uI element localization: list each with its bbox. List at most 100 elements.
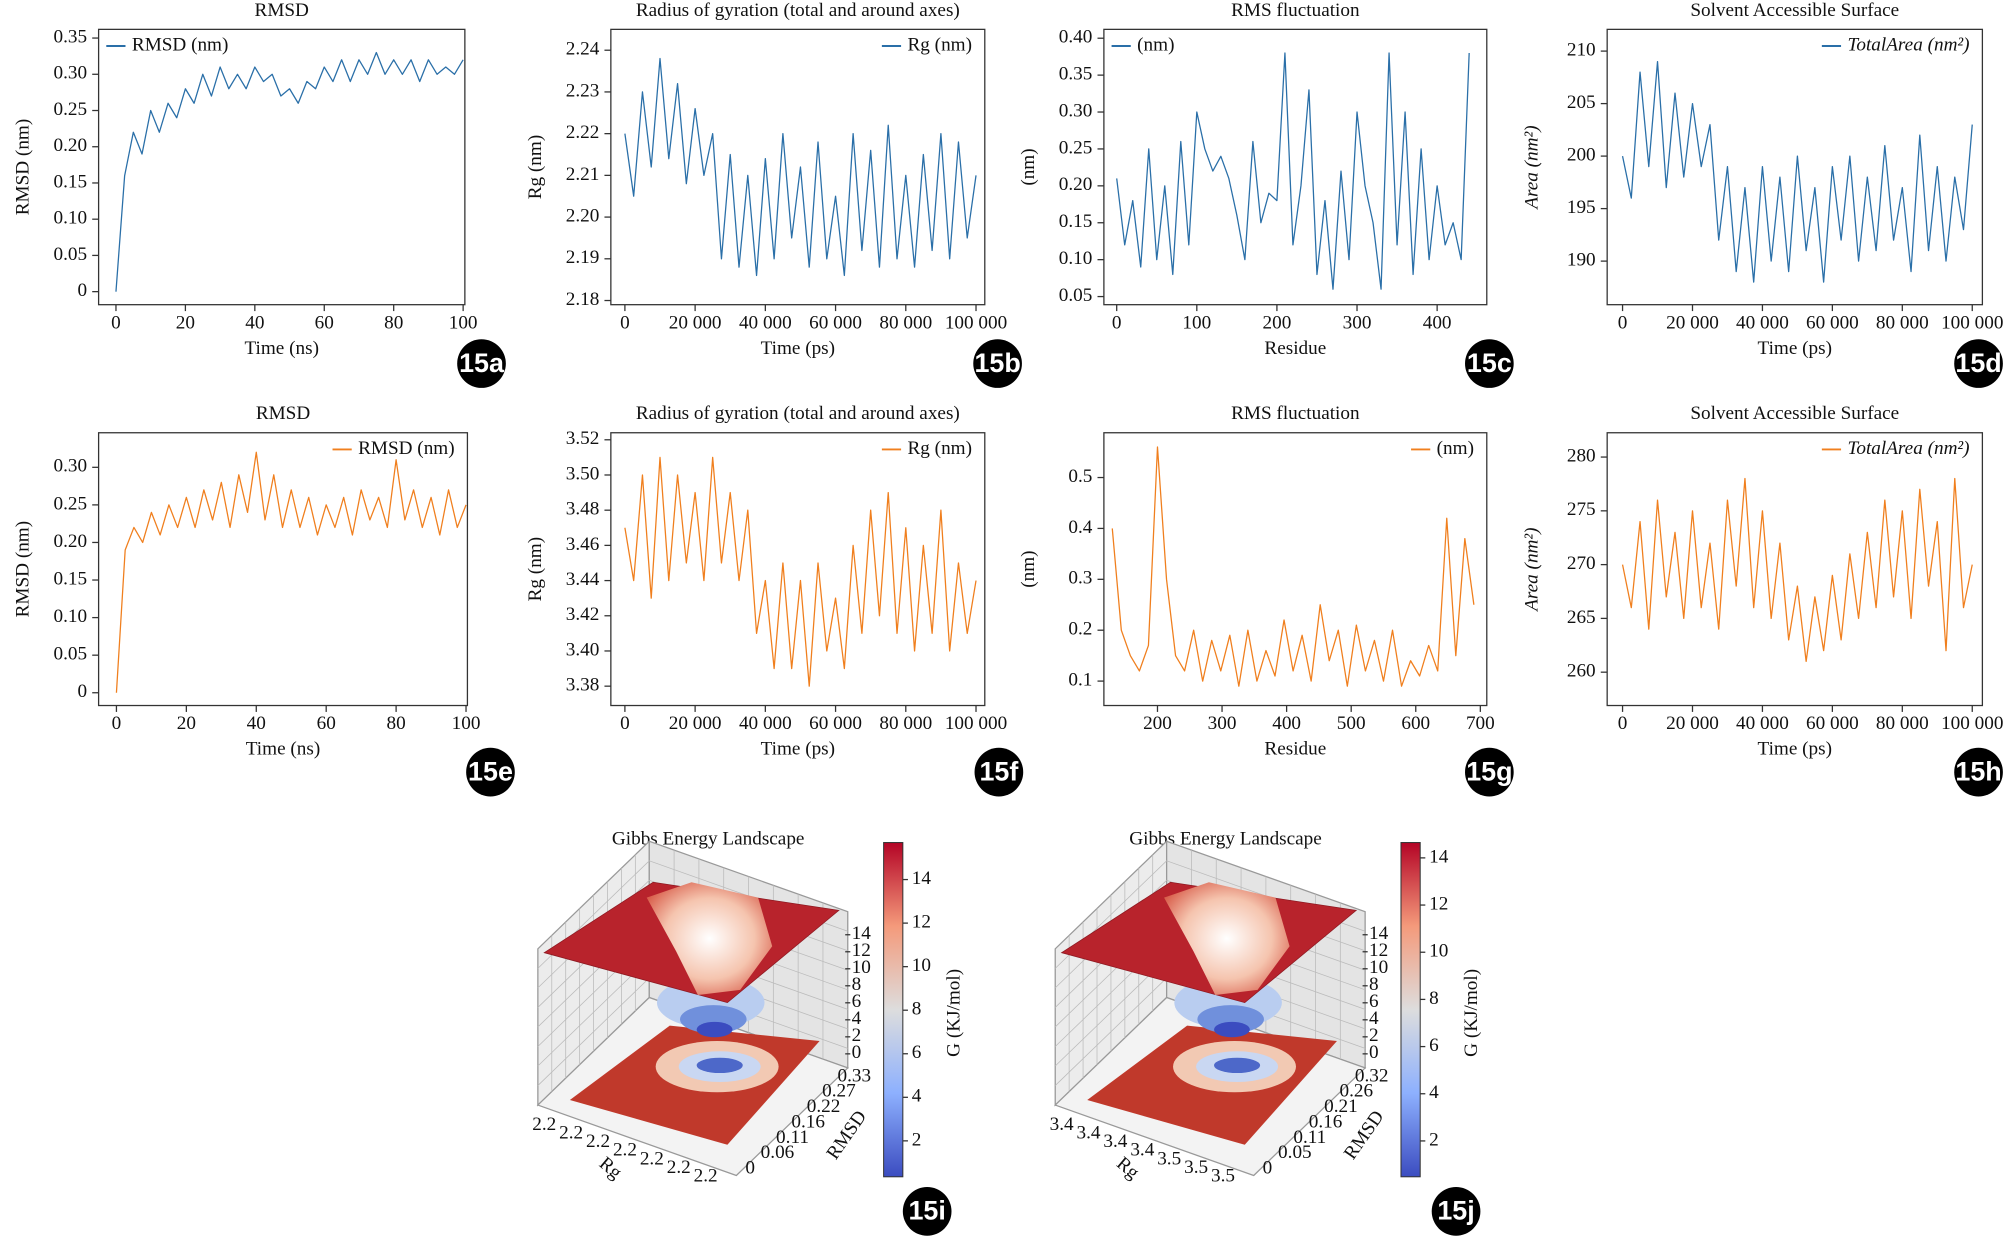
y-tick-label: 3.38 [566, 675, 600, 696]
surface-funnel [1214, 1021, 1250, 1038]
plot-frame [97, 28, 466, 306]
floor-contour [1214, 1057, 1261, 1074]
legend-label: TotalArea (nm²) [1847, 34, 1969, 55]
y-tick-label: 0.30 [1059, 100, 1093, 121]
x-tick-label: 100 000 [1941, 713, 2003, 734]
y-tick-label: 195 [1567, 197, 1596, 218]
z-tick-label: 14 [1369, 923, 1389, 944]
panel-label: 15f [979, 757, 1018, 787]
y-tick-label: 0.30 [54, 63, 88, 84]
y-tick-label: 2.20 [566, 205, 600, 226]
y-tick-label: 3.44 [566, 569, 600, 590]
z-tick-label: 12 [1369, 940, 1388, 961]
rg-tick-label: 3.4 [1130, 1140, 1154, 1161]
colorbar-tick-label: 8 [1429, 988, 1439, 1009]
rmsd-tick-label: 0.11 [1293, 1127, 1326, 1148]
x-tick-label: 60 000 [1806, 312, 1859, 333]
x-tick-label: 80 [384, 312, 403, 333]
surface-funnel-rim [646, 882, 773, 995]
panel-badge [1954, 339, 2003, 388]
plot-frame [1103, 432, 1488, 707]
y-tick-label: 0.4 [1068, 517, 1092, 538]
y-axis-label: (nm) [1018, 550, 1039, 587]
rmsd-tick-label: 0 [1263, 1158, 1273, 1179]
y-tick-label: 3.48 [566, 499, 600, 520]
panel-badge [1954, 747, 2003, 797]
panel-label: 15a [459, 348, 505, 378]
colorbar-tick-label: 12 [912, 912, 931, 933]
colorbar-tick-label: 4 [912, 1086, 922, 1107]
z-tick-label: 0 [852, 1042, 862, 1063]
y-tick-label: 3.42 [566, 604, 600, 625]
y-tick-label: 280 [1567, 445, 1596, 466]
z-tick-label: 2 [1369, 1025, 1379, 1046]
colorbar [883, 842, 904, 1178]
y-tick-label: 0.15 [54, 171, 88, 192]
plot-frame [97, 432, 469, 707]
colorbar-tick-label: 6 [912, 1042, 922, 1063]
x-tick-label: 60 000 [809, 312, 862, 333]
y-tick-label: 0.20 [54, 531, 88, 552]
x-tick-label: 0 [620, 312, 630, 333]
chart-title: RMS fluctuation [1231, 0, 1360, 21]
colorbar-label: G (KJ/mol) [1461, 969, 1482, 1057]
y-tick-label: 0.30 [54, 456, 88, 477]
data-line [1621, 60, 1973, 283]
y-axis-label: RMSD (nm) [13, 521, 34, 617]
z-tick-label: 8 [852, 974, 862, 995]
x-axis-label: Time (ps) [761, 739, 835, 760]
chart-title: RMSD [255, 0, 310, 21]
y-tick-label: 0.35 [1059, 64, 1093, 85]
panel-badge [973, 339, 1022, 388]
y-tick-label: 0.05 [54, 644, 88, 665]
x-tick-label: 40 000 [739, 312, 792, 333]
rmsd-tick-label: 0.16 [1309, 1111, 1343, 1132]
y-tick-label: 3.40 [566, 639, 600, 660]
x-tick-label: 400 [1272, 713, 1301, 734]
x-tick-label: 0 [1112, 312, 1122, 333]
x-tick-label: 300 [1343, 312, 1372, 333]
rg-tick-label: 3.5 [1184, 1157, 1208, 1178]
y-tick-label: 3.46 [566, 534, 600, 555]
y-tick-label: 270 [1567, 553, 1596, 574]
rmsd-tick-label: 0.05 [1278, 1142, 1312, 1163]
rmsd-tick-label: 0.21 [1324, 1096, 1358, 1117]
rg-tick-label: 3.5 [1211, 1165, 1235, 1186]
rmsd-tick-label: 0.33 [838, 1065, 872, 1086]
y-tick-label: 210 [1567, 40, 1596, 61]
y-tick-label: 0.10 [54, 208, 88, 229]
colorbar-tick-label: 8 [912, 999, 922, 1020]
x-tick-label: 100 000 [945, 713, 1007, 734]
y-tick-label: 0.10 [1059, 248, 1093, 269]
y-axis-label: RMSD (nm) [13, 119, 34, 215]
rg-tick-label: 3.4 [1050, 1114, 1074, 1135]
panel-label: 15h [1955, 757, 2001, 787]
legend-label: RMSD (nm) [132, 34, 228, 55]
chart-title: Radius of gyration (total and around axe… [636, 403, 960, 424]
plot-frame [1606, 28, 1984, 306]
panel-badge [1431, 1187, 1481, 1236]
x-tick-label: 20 000 [669, 312, 722, 333]
y-tick-label: 2.23 [566, 80, 600, 101]
y-tick-label: 275 [1567, 499, 1596, 520]
y-tick-label: 2.22 [566, 122, 600, 143]
colorbar [1400, 842, 1421, 1178]
x-tick-label: 100 [449, 312, 478, 333]
panel-badge [974, 747, 1024, 797]
x-tick-label: 20 000 [669, 713, 722, 734]
panel-label: 15i [908, 1196, 945, 1226]
x-tick-label: 700 [1466, 713, 1495, 734]
panel-badge [457, 339, 506, 388]
y-tick-label: 0.20 [1059, 174, 1093, 195]
x-axis-label: Time (ps) [1758, 739, 1832, 760]
panel-label: 15d [1955, 348, 2001, 378]
x-tick-label: 40 000 [1736, 713, 1789, 734]
legend-label: Rg (nm) [907, 34, 971, 55]
rg-tick-label: 2.2 [532, 1114, 556, 1135]
x-axis-label: Residue [1264, 739, 1326, 760]
y-tick-label: 2.21 [566, 164, 600, 185]
x-tick-label: 500 [1337, 713, 1366, 734]
y-tick-label: 190 [1567, 250, 1596, 271]
rg-tick-label: 2.2 [613, 1140, 637, 1161]
